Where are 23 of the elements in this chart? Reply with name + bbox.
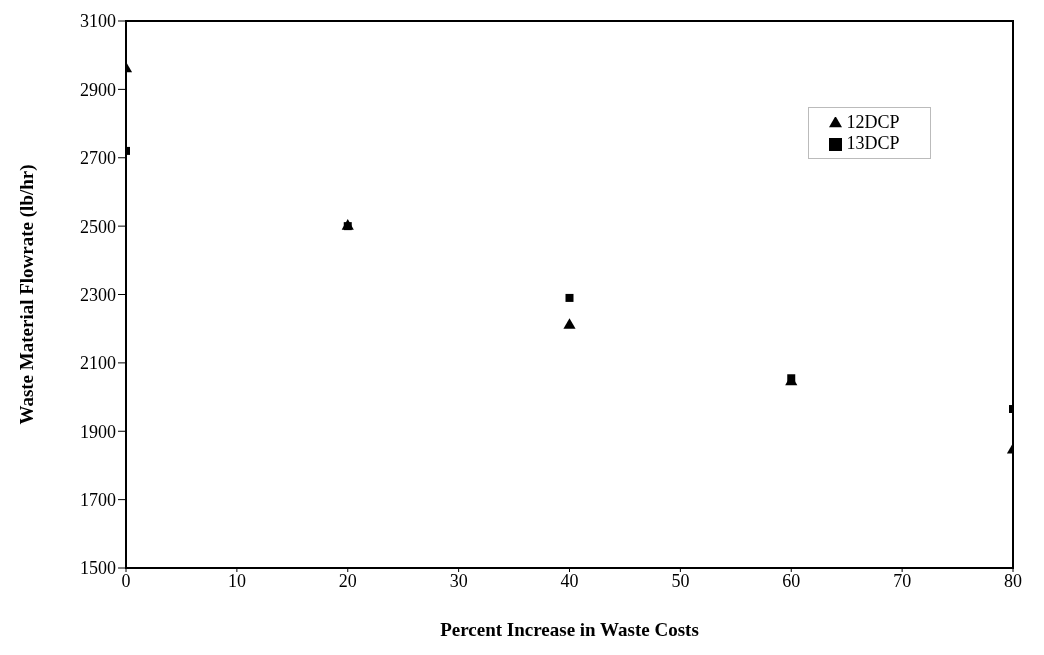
legend-label: 12DCP (846, 112, 900, 132)
x-tick-label: 30 (449, 570, 468, 591)
legend-label: 13DCP (846, 133, 900, 153)
x-tick-label: 20 (338, 570, 357, 591)
x-tick-label: 50 (671, 570, 690, 591)
x-tick-label: 60 (782, 570, 801, 591)
x-tick-label: 0 (121, 570, 131, 591)
x-axis-title: Percent Increase in Waste Costs (440, 619, 699, 640)
y-tick-label: 2700 (80, 148, 116, 169)
y-tick-label: 2100 (80, 353, 116, 374)
point (565, 293, 574, 302)
y-tick-label: 1900 (80, 421, 116, 442)
x-tick-label: 80 (1004, 570, 1022, 591)
x-tick-label: 40 (560, 570, 579, 591)
y-axis-title: Waste Material Flowrate (lb/hr) (15, 164, 38, 425)
x-tick-label: 10 (227, 570, 246, 591)
y-tick-label: 2300 (80, 284, 116, 305)
y-tick-label: 1700 (80, 490, 116, 511)
x-tick-label: 70 (893, 570, 912, 591)
y-tick-label: 3100 (80, 11, 116, 32)
y-tick-label: 2900 (80, 79, 116, 100)
y-tick-label: 1500 (80, 558, 116, 579)
y-tick-label: 2500 (80, 216, 116, 237)
